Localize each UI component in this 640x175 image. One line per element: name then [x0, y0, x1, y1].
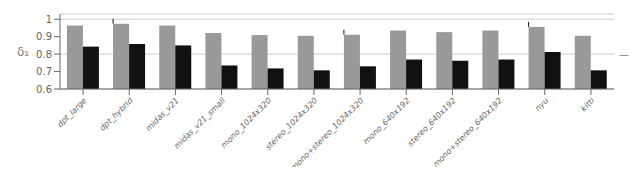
svg-text:dpt_large: dpt_large: [55, 96, 88, 129]
svg-text:nyu: nyu: [533, 96, 550, 113]
svg-text:midas_v21: midas_v21: [144, 96, 181, 133]
svg-text:kitti: kitti: [579, 96, 597, 114]
svg-text:mono+stereo_1024x320: mono+stereo_1024x320: [289, 96, 365, 167]
svg-text:—: —: [619, 49, 629, 60]
svg-text:mono+stereo_640x192: mono+stereo_640x192: [431, 96, 504, 167]
svg-text:0.8: 0.8: [36, 49, 52, 60]
svg-text:stereo_640x192: stereo_640x192: [406, 96, 458, 148]
svg-text:midas_v21_small: midas_v21_small: [172, 96, 227, 151]
svg-text:δ₁: δ₁: [17, 45, 29, 59]
svg-text:0.7: 0.7: [36, 66, 52, 77]
svg-text:mono_1024x320: mono_1024x320: [219, 96, 273, 150]
svg-text:0.6: 0.6: [36, 84, 52, 95]
svg-text:mono_640x192: mono_640x192: [362, 96, 412, 146]
svg-text:1: 1: [46, 14, 52, 25]
svg-text:dpt_hybrid: dpt_hybrid: [98, 95, 135, 132]
svg-text:0.9: 0.9: [36, 31, 52, 42]
